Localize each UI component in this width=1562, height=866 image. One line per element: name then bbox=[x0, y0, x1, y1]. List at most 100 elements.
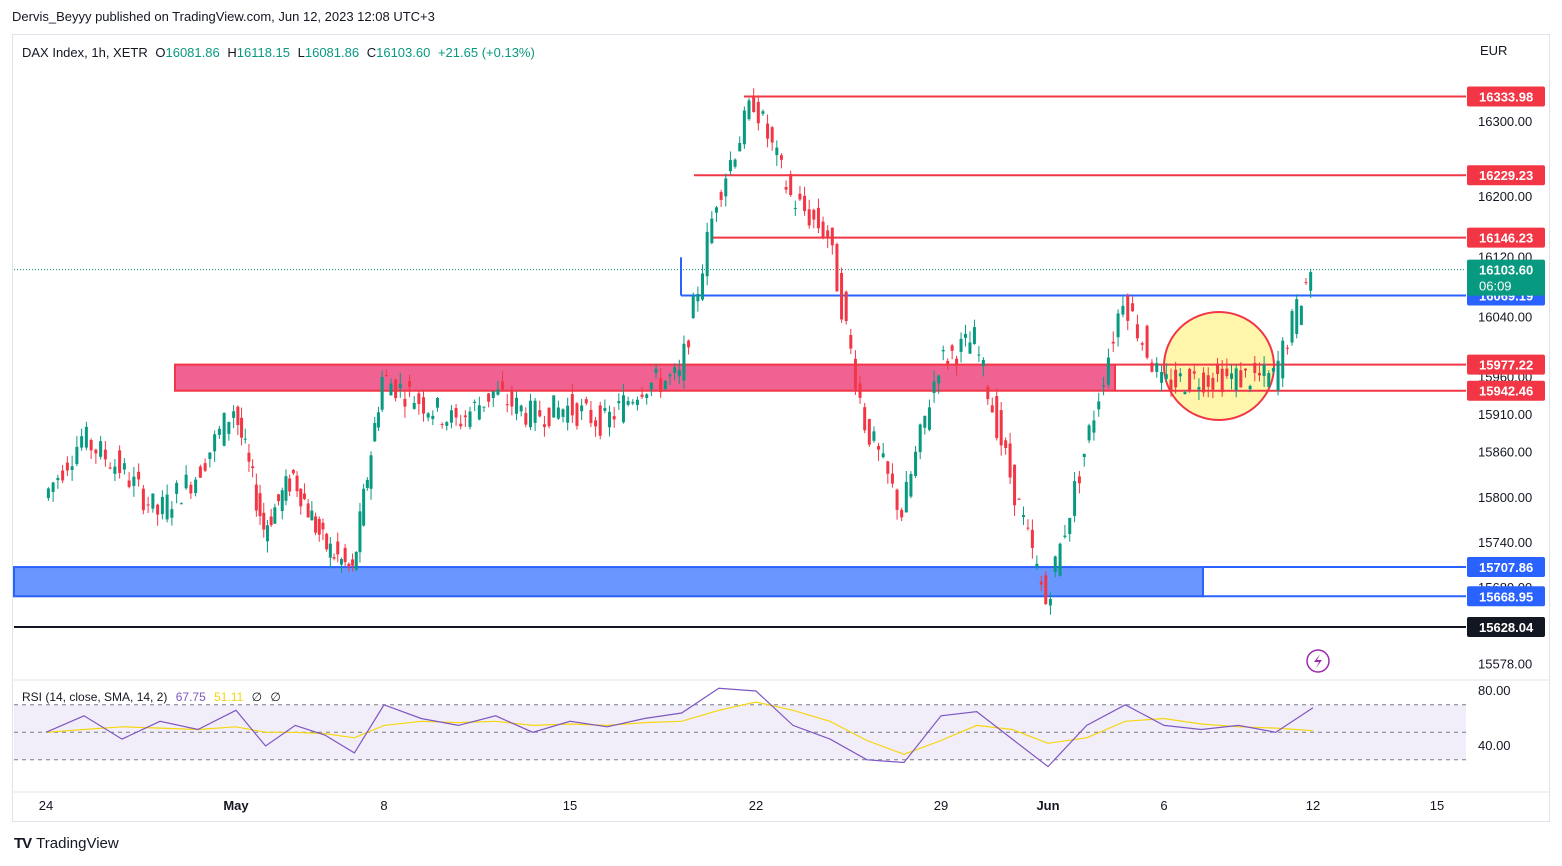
candle-body bbox=[626, 400, 630, 405]
candle-body bbox=[968, 342, 972, 354]
candle-body bbox=[682, 343, 686, 381]
level-tag-bg bbox=[1467, 227, 1545, 248]
candle-body bbox=[863, 407, 867, 431]
candle-body bbox=[273, 507, 277, 524]
candle-body bbox=[1097, 401, 1101, 410]
candle-body bbox=[332, 557, 336, 559]
candle-body bbox=[291, 469, 295, 474]
candles-group bbox=[46, 88, 1313, 615]
candle-body bbox=[254, 484, 258, 511]
candle-body bbox=[542, 424, 546, 427]
candle-body bbox=[524, 413, 528, 425]
candle-body bbox=[222, 413, 226, 446]
candle-body bbox=[194, 479, 198, 494]
candle-body bbox=[1155, 363, 1159, 372]
tradingview-brand[interactable]: TV TradingView bbox=[14, 835, 119, 852]
candle-body bbox=[955, 358, 959, 366]
time-tick-label: Jun bbox=[1036, 798, 1059, 813]
candle-body bbox=[547, 407, 551, 427]
candle-body bbox=[779, 155, 783, 160]
time-tick-label: 29 bbox=[934, 798, 948, 813]
candle-body bbox=[189, 484, 193, 494]
candle-body bbox=[1290, 311, 1294, 343]
candle-body bbox=[280, 490, 284, 512]
candle-body bbox=[463, 415, 467, 418]
candle-body bbox=[1253, 362, 1257, 373]
candle-body bbox=[89, 440, 93, 451]
low-value: L16081.86 bbox=[298, 45, 359, 60]
high-label: H bbox=[227, 45, 237, 60]
countdown-label: 06:09 bbox=[1479, 279, 1512, 294]
candle-body bbox=[890, 473, 894, 484]
candle-body bbox=[710, 218, 714, 244]
candle-body bbox=[733, 159, 737, 167]
candle-body bbox=[426, 413, 430, 418]
candle-body bbox=[964, 333, 968, 338]
candle-body bbox=[306, 503, 310, 518]
candle-body bbox=[354, 552, 358, 570]
candle-body bbox=[454, 408, 458, 418]
candle-body bbox=[649, 382, 653, 390]
candle-body bbox=[262, 512, 266, 530]
candle-body bbox=[431, 415, 435, 420]
candle-body bbox=[251, 466, 255, 469]
last-price-tag-bg bbox=[1467, 259, 1545, 296]
candle-body bbox=[1111, 341, 1115, 344]
candle-body bbox=[156, 504, 160, 515]
time-tick-label: 22 bbox=[749, 798, 763, 813]
candle-body bbox=[1150, 362, 1154, 372]
candle-body bbox=[570, 394, 574, 416]
candle-body bbox=[696, 293, 700, 302]
candle-body bbox=[803, 195, 807, 212]
candle-body bbox=[927, 407, 931, 430]
candle-body bbox=[56, 477, 60, 481]
candle-body bbox=[449, 410, 453, 423]
low-number: 16081.86 bbox=[304, 45, 360, 60]
candle-body bbox=[351, 559, 355, 566]
candle-body bbox=[108, 467, 112, 469]
candle-body bbox=[663, 380, 667, 389]
candle-body bbox=[118, 450, 122, 473]
candle-body bbox=[398, 383, 402, 389]
candle-body bbox=[775, 147, 779, 156]
candle-body bbox=[501, 381, 505, 390]
candle-body bbox=[127, 480, 131, 487]
candle-body bbox=[198, 466, 202, 478]
candle-body bbox=[247, 452, 251, 462]
high-value: H16118.15 bbox=[227, 45, 290, 60]
candle-body bbox=[1058, 543, 1062, 576]
price-tick-label: 16200.00 bbox=[1478, 189, 1532, 204]
candle-body bbox=[1116, 313, 1120, 338]
candle-body bbox=[384, 374, 388, 376]
candle-body bbox=[659, 378, 663, 392]
candle-body bbox=[417, 393, 421, 404]
candle-body bbox=[770, 127, 774, 143]
candle-body bbox=[1216, 363, 1220, 375]
candle-body bbox=[137, 471, 141, 480]
candle-body bbox=[756, 101, 760, 124]
candle-body bbox=[1281, 340, 1285, 379]
level-tag-bg bbox=[1467, 586, 1545, 607]
time-tick-label: 15 bbox=[1430, 798, 1444, 813]
level-tag-label: 16146.23 bbox=[1479, 231, 1533, 246]
candle-body bbox=[170, 509, 174, 518]
candle-body bbox=[510, 389, 514, 407]
time-tick-label: May bbox=[223, 798, 249, 813]
candle-body bbox=[1021, 515, 1025, 518]
level-tag-label: 15668.95 bbox=[1479, 589, 1533, 604]
candle-body bbox=[1239, 370, 1243, 388]
candle-body bbox=[151, 493, 155, 509]
candle-body bbox=[1026, 527, 1030, 529]
rsi-line bbox=[45, 687, 1314, 768]
candle-body bbox=[412, 402, 416, 409]
rsi-extra-2: ∅ bbox=[270, 690, 281, 704]
candle-body bbox=[867, 419, 871, 445]
candle-body bbox=[288, 478, 292, 492]
candle-body bbox=[317, 518, 321, 535]
candle-body bbox=[900, 509, 904, 518]
candle-body bbox=[701, 273, 705, 300]
candle-body bbox=[1169, 379, 1173, 392]
candle-body bbox=[1135, 324, 1139, 339]
candle-body bbox=[835, 243, 839, 292]
